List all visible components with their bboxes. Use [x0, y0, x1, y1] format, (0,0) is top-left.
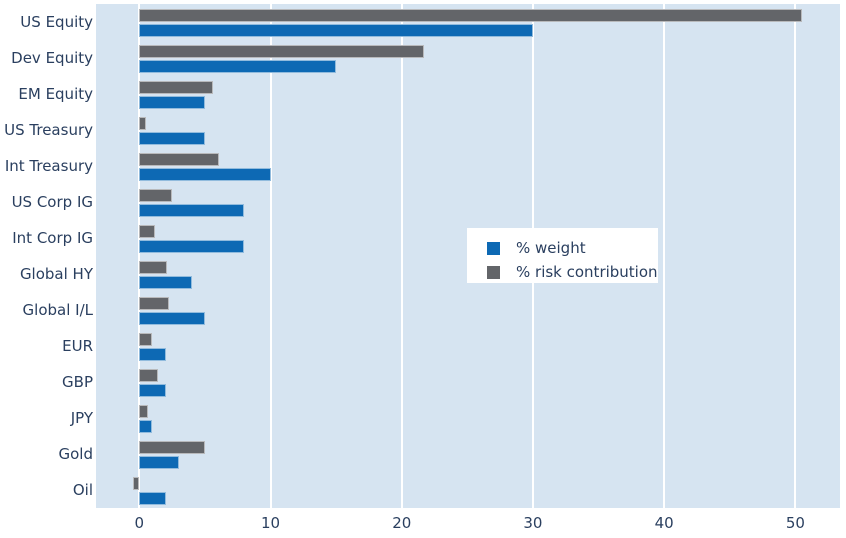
bar-risk-contribution-eur[interactable] [139, 333, 153, 346]
bar-weight-oil[interactable] [139, 492, 166, 505]
x-tick-label-10: 10 [260, 514, 281, 532]
bar-weight-em-equity[interactable] [139, 96, 205, 109]
legend-label-weight: % weight [516, 239, 586, 257]
x-tick-label-50: 50 [785, 514, 805, 532]
bar-weight-gbp[interactable] [139, 384, 166, 397]
bar-risk-contribution-us-corp-ig[interactable] [139, 189, 173, 202]
bar-weight-us-equity[interactable] [139, 24, 533, 37]
bar-risk-contribution-oil[interactable] [132, 477, 140, 490]
weight-series-swatch [487, 241, 500, 255]
bar-weight-us-treasury[interactable] [139, 132, 205, 145]
category-label-gold: Gold [58, 445, 94, 463]
legend-item-risk-contribution[interactable]: % risk contribution [487, 260, 658, 284]
category-label-int-corp-ig: Int Corp IG [12, 229, 93, 247]
category-label-eur: EUR [62, 337, 93, 355]
category-label-oil: Oil [72, 481, 93, 499]
category-label-gbp: GBP [62, 373, 93, 391]
bar-risk-contribution-int-corp-ig[interactable] [139, 225, 156, 238]
gridline-40 [663, 4, 666, 508]
category-label-int-treasury: Int Treasury [4, 157, 93, 175]
bar-weight-int-corp-ig[interactable] [139, 240, 245, 253]
legend: % weight % risk contribution [467, 228, 658, 283]
category-label-us-corp-ig: US Corp IG [11, 193, 93, 211]
gridline-10 [269, 4, 272, 508]
bar-weight-us-corp-ig[interactable] [139, 204, 245, 217]
category-label-jpy: JPY [70, 409, 93, 427]
x-tick-label-40: 40 [654, 514, 674, 532]
gridline-20 [400, 4, 403, 508]
x-tick-label-20: 20 [392, 514, 412, 532]
bar-weight-int-treasury[interactable] [139, 168, 271, 181]
bar-risk-contribution-int-treasury[interactable] [139, 153, 220, 166]
bar-weight-dev-equity[interactable] [139, 60, 337, 73]
category-label-us-equity: US Equity [20, 13, 93, 31]
legend-label-risk-contribution: % risk contribution [516, 263, 658, 281]
risk-contribution-series-swatch [487, 265, 500, 279]
category-label-em-equity: EM Equity [18, 85, 93, 103]
bar-risk-contribution-global-i-l[interactable] [139, 297, 170, 310]
bar-weight-eur[interactable] [139, 348, 166, 361]
plot-area [96, 4, 840, 508]
category-label-dev-equity: Dev Equity [11, 49, 93, 67]
bar-risk-contribution-gold[interactable] [139, 441, 205, 454]
x-tick-label-0: 0 [134, 514, 145, 532]
x-tick-label-30: 30 [523, 514, 543, 532]
bar-risk-contribution-em-equity[interactable] [139, 81, 213, 94]
legend-item-weight[interactable]: % weight [487, 236, 658, 260]
bar-risk-contribution-dev-equity[interactable] [139, 45, 425, 58]
bar-weight-global-hy[interactable] [139, 276, 192, 289]
category-label-global-hy: Global HY [19, 265, 93, 283]
bar-weight-jpy[interactable] [139, 420, 153, 433]
bar-risk-contribution-us-equity[interactable] [139, 9, 802, 22]
category-label-global-i-l: Global I/L [22, 301, 93, 319]
bar-risk-contribution-global-hy[interactable] [139, 261, 167, 274]
bar-risk-contribution-jpy[interactable] [139, 405, 149, 418]
gridline-50 [794, 4, 797, 508]
bar-risk-contribution-us-treasury[interactable] [139, 117, 146, 130]
bar-risk-contribution-gbp[interactable] [139, 369, 158, 382]
bar-weight-global-i-l[interactable] [139, 312, 205, 325]
category-label-us-treasury: US Treasury [4, 121, 93, 139]
gridline-0 [138, 4, 141, 508]
bar-weight-gold[interactable] [139, 456, 179, 469]
